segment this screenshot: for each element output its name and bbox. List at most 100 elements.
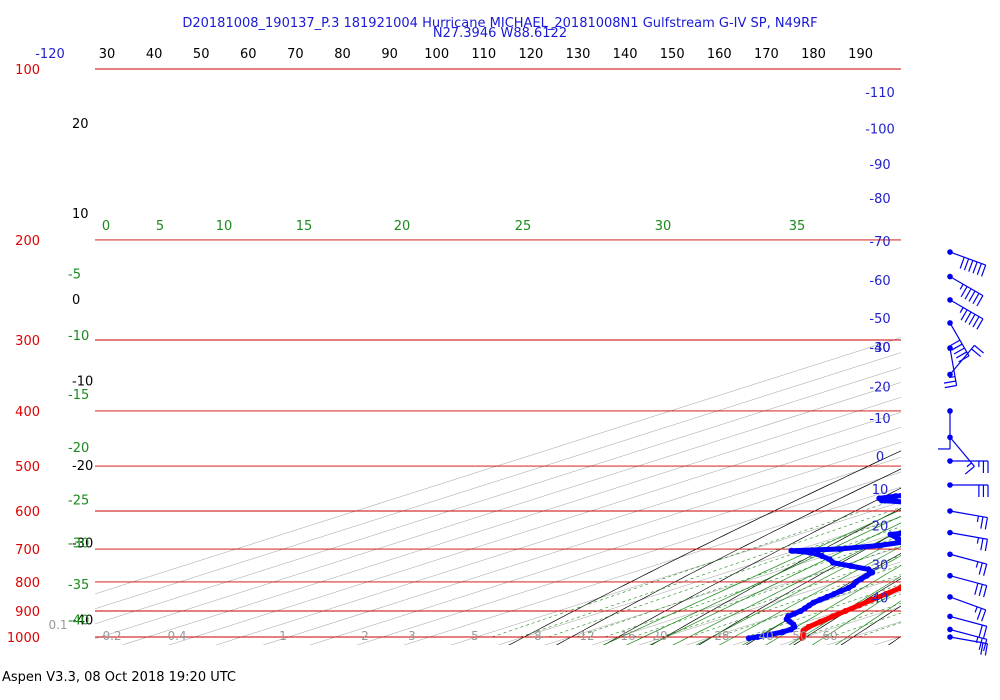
wind-barb-flag — [984, 539, 989, 552]
mixing-ratio-label: 0.4 — [167, 629, 186, 643]
dry-adiabat — [698, 529, 901, 645]
top-temp-tick: 130 — [566, 47, 591, 62]
moist-adiabat — [834, 600, 901, 645]
chart-subtitle: N27.3946 W88.6122 — [432, 26, 568, 41]
moist-adiabat — [765, 565, 901, 645]
moist-adiabat-top-label: 5 — [156, 219, 164, 234]
dry-adiabat-label: -20 — [72, 459, 93, 474]
dewpoint-point — [797, 608, 804, 615]
temperature-point — [882, 590, 889, 597]
dry-adiabat-label: 0 — [72, 293, 80, 308]
wind-barb-dot — [947, 613, 953, 620]
isotherm-line — [732, 591, 901, 645]
top-temp-tick: 180 — [801, 47, 826, 62]
wind-barb — [947, 594, 987, 622]
moist-adiabat-top-label: 25 — [515, 219, 532, 234]
dewpoint-point — [858, 575, 865, 582]
wind-barb-half-flag — [959, 283, 964, 290]
dewpoint-point — [922, 502, 928, 508]
wind-barb-flag — [983, 626, 988, 639]
isotherm-line — [497, 516, 901, 645]
wind-barb-flag — [980, 538, 984, 551]
wind-barb-dot — [947, 594, 953, 600]
mixing-ratio-label: 0.1 — [48, 618, 67, 632]
wind-barb-staff — [949, 615, 987, 627]
wind-barb — [947, 613, 988, 639]
mixing-ratio-line — [689, 564, 901, 638]
mixing-ratio-label: 2 — [361, 629, 369, 643]
wind-barb — [947, 572, 988, 598]
wind-barb-flag — [980, 642, 984, 655]
dewpoint-point — [863, 572, 870, 579]
wind-barb-staff — [949, 344, 975, 375]
top-temp-tick: 60 — [240, 47, 257, 62]
wind-barb-flag — [968, 314, 976, 326]
isotherm-label: -40 — [869, 341, 890, 356]
wind-barb-flag — [976, 608, 982, 620]
moist-adiabat-label: -10 — [68, 329, 89, 344]
mixing-ratio-line — [576, 526, 901, 638]
isotherm-label: 40 — [872, 592, 889, 607]
isotherm-line — [915, 69, 1000, 647]
temperature-point — [957, 560, 963, 566]
mixing-ratio-label: 60 — [822, 629, 837, 643]
isotherm-label: -70 — [869, 235, 890, 250]
wind-barb-staff — [949, 575, 987, 587]
dry-adiabat — [603, 487, 901, 645]
top-temp-tick: 30 — [99, 47, 116, 62]
temperature-point — [799, 634, 806, 641]
top-temp-tick: 70 — [287, 47, 304, 62]
dewpoint-point — [887, 531, 894, 538]
wind-barb-dot — [947, 458, 953, 464]
mixing-ratio-label: 50 — [792, 629, 807, 643]
temperature-trace — [799, 560, 963, 641]
wind-barb-dot — [947, 371, 953, 378]
wind-barb-flag — [983, 563, 988, 576]
wind-barb-staff — [949, 532, 988, 540]
wind-barb-flag — [960, 309, 968, 321]
isotherm-label: 20 — [872, 520, 889, 535]
dewpoint-trace — [745, 493, 966, 642]
dewpoint-point — [892, 493, 899, 500]
dry-adiabat — [931, 69, 1000, 649]
dry-adiabat — [793, 578, 901, 645]
wind-barb-flag — [978, 584, 983, 597]
dewpoint-point — [767, 631, 774, 638]
isotherm-line — [95, 382, 901, 640]
wind-barb-staff — [949, 347, 958, 386]
wind-barb-flag — [976, 318, 984, 330]
dewpoint-point — [836, 546, 843, 553]
pressure-tick-label: 500 — [15, 460, 40, 475]
wind-barb-staff — [949, 322, 970, 357]
wind-barb-flag — [960, 286, 968, 298]
wind-barb — [947, 529, 989, 552]
moist-adiabat-top-label: 15 — [296, 219, 313, 234]
dry-adiabat — [555, 468, 901, 645]
dry-adiabat-label: -40 — [72, 613, 93, 628]
isotherm-label: 0 — [876, 450, 884, 465]
pressure-tick-label: 700 — [15, 543, 40, 558]
moist-adiabat-label: -40 — [68, 613, 89, 628]
wind-barb-dot — [947, 508, 953, 514]
pressure-tick-label: 1000 — [7, 631, 40, 646]
wind-barb-flag — [968, 290, 976, 302]
wind-barb-flag — [968, 260, 974, 272]
moist-adiabat-top-label: 30 — [655, 219, 672, 234]
dewpoint-point — [875, 542, 882, 549]
wind-barb-flag — [974, 583, 979, 595]
mixing-ratio-line — [604, 535, 901, 638]
top-temp-tick: 190 — [848, 47, 873, 62]
wind-barb-flag — [972, 293, 980, 305]
wind-barb-flag — [984, 517, 989, 530]
dewpoint-point — [960, 516, 966, 522]
wind-barb-flag — [951, 343, 963, 351]
wind-barb-staff — [949, 276, 984, 297]
wind-barb-staff — [949, 636, 988, 645]
temperature-line — [799, 584, 901, 641]
dewpoint-point — [788, 547, 795, 554]
wind-barb-half-flag — [976, 537, 980, 544]
moist-adiabat — [695, 537, 901, 645]
wind-barb-flag — [978, 562, 983, 575]
wind-barbs — [938, 249, 989, 656]
